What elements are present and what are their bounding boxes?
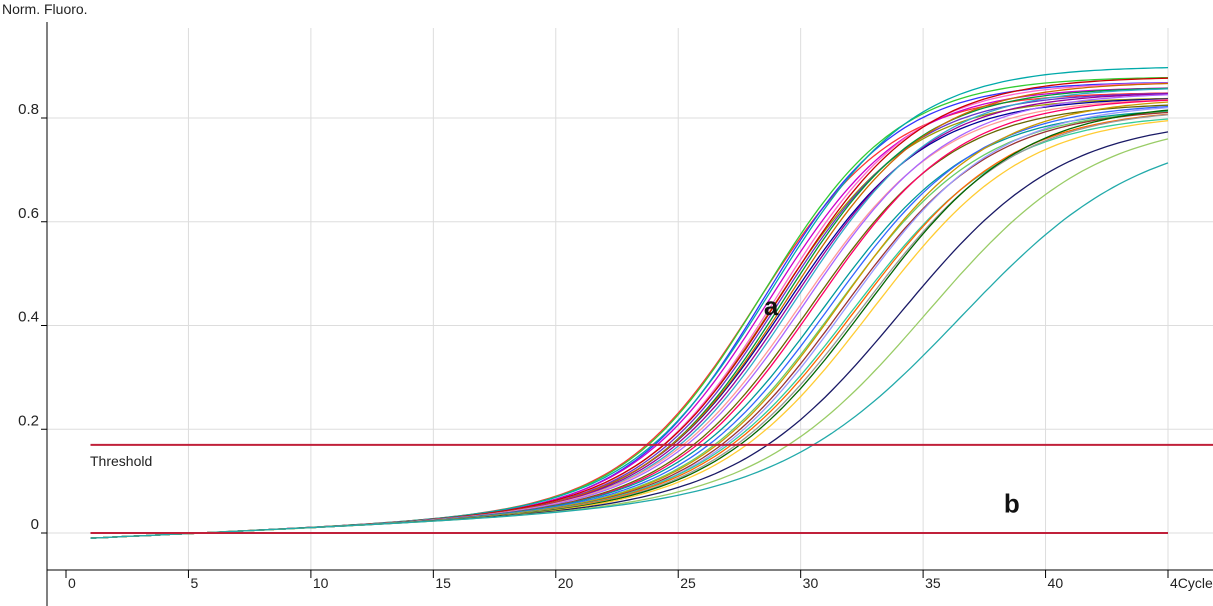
threshold-label: Threshold bbox=[90, 453, 152, 469]
x-tick-label: 30 bbox=[803, 575, 819, 591]
x-tick-label: 0 bbox=[68, 575, 76, 591]
amplification-curve[interactable] bbox=[90, 131, 1169, 539]
annotation-a: a bbox=[764, 291, 779, 321]
reference-lines bbox=[90, 443, 1213, 534]
x-tick-label: 25 bbox=[680, 575, 696, 591]
x-tick-label: 5 bbox=[190, 575, 198, 591]
x-tick-label: 4Cycle bbox=[1170, 575, 1213, 591]
y-tick-label: 0.8 bbox=[18, 101, 39, 118]
x-tick-label: 10 bbox=[313, 575, 329, 591]
amplification-curves bbox=[90, 66, 1169, 539]
x-tick-label: 35 bbox=[925, 575, 941, 591]
axes bbox=[46, 22, 1213, 606]
y-tick-label: 0 bbox=[31, 516, 39, 533]
y-tick-label: 0.4 bbox=[18, 309, 39, 326]
axis-ticks: 0 5 10 15 20 25 30 35 40 4Cycle 0 0.2 0.4 0.6 0.8 bbox=[18, 101, 1213, 591]
y-axis-label: Norm. Fluoro. bbox=[2, 1, 88, 17]
y-tick-label: 0.6 bbox=[18, 205, 39, 222]
grid bbox=[47, 28, 1213, 570]
amplification-curve[interactable] bbox=[90, 162, 1169, 539]
y-tick-label: 0.2 bbox=[18, 412, 39, 429]
amplification-curve[interactable] bbox=[90, 118, 1169, 539]
x-tick-label: 15 bbox=[435, 575, 451, 591]
annotation-b: b bbox=[1004, 488, 1020, 518]
x-tick-label: 40 bbox=[1048, 575, 1064, 591]
x-tick-label: 20 bbox=[558, 575, 574, 591]
